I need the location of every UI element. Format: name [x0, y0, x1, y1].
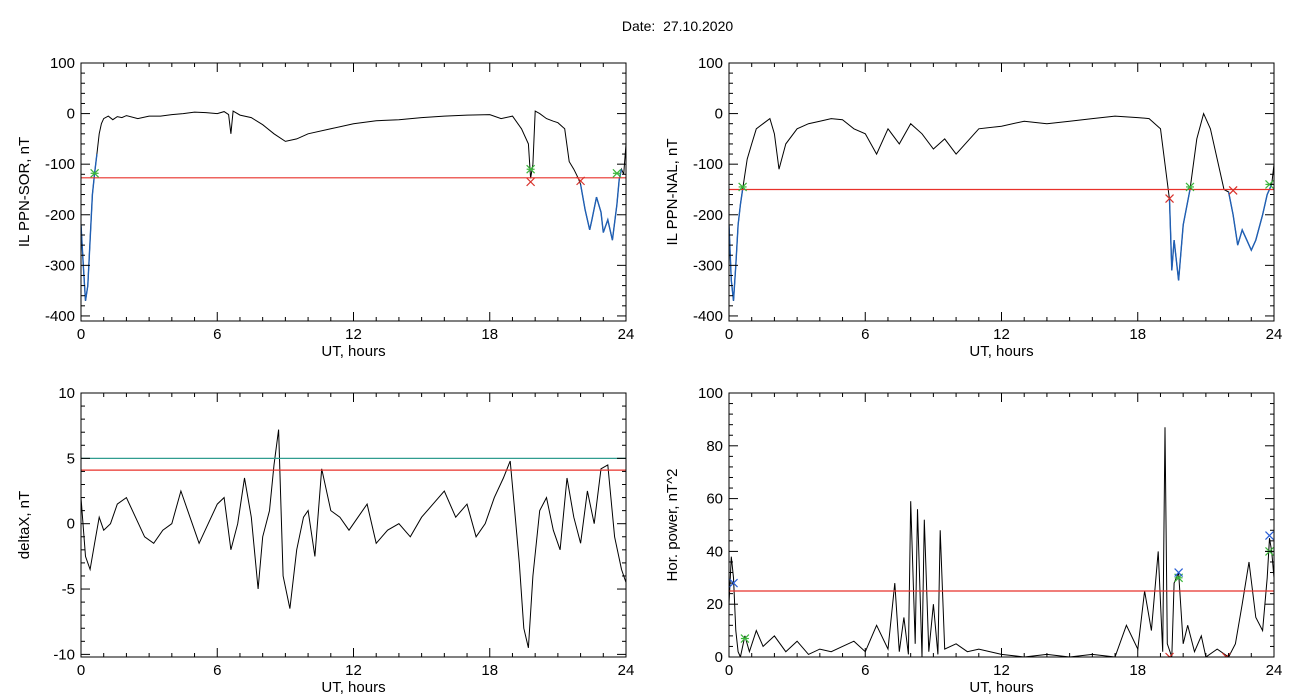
y-axis-label: Hor. power, nT^2 — [664, 469, 681, 582]
y-tick-label: -100 — [45, 156, 75, 173]
series-line — [729, 427, 1274, 657]
x-axis-label: UT, hours — [321, 679, 385, 696]
y-tick-label: 0 — [715, 649, 723, 666]
y-tick-label: 40 — [706, 543, 723, 560]
x-tick-label: 24 — [618, 662, 635, 679]
x-tick-label: 18 — [481, 662, 498, 679]
plot-area — [81, 110, 626, 301]
y-tick-label: 10 — [58, 385, 75, 402]
substorm-segment — [1227, 184, 1273, 252]
y-tick-label: 5 — [67, 450, 75, 467]
marker-red — [1228, 186, 1238, 195]
y-tick-label: 100 — [698, 385, 723, 402]
plot-frame — [80, 62, 627, 322]
x-tick-label: 12 — [993, 662, 1010, 679]
x-tick-label: 12 — [345, 326, 362, 343]
substorm-segment — [81, 154, 98, 301]
series-line — [81, 110, 626, 301]
x-tick-label: 18 — [1129, 326, 1146, 343]
x-tick-label: 0 — [77, 326, 85, 343]
y-tick-label: 0 — [67, 106, 75, 123]
marker-green — [738, 182, 748, 192]
x-tick-label: 24 — [618, 326, 635, 343]
plot-area — [729, 112, 1274, 301]
marker-red — [576, 176, 586, 186]
x-tick-label: 0 — [77, 662, 85, 679]
marker-red — [526, 177, 536, 187]
y-tick-label: 100 — [698, 55, 723, 72]
marker-red — [1165, 194, 1174, 204]
marker-blue — [1265, 531, 1274, 540]
marker-blue — [729, 578, 738, 588]
y-tick-label: -200 — [45, 207, 75, 224]
y-tick-label: 0 — [67, 516, 75, 533]
marker-green — [740, 634, 750, 643]
chart-ppn-nal: 0 6 12 18 24 -400 -300 -200 -100 0 100 UT, hours IL … — [664, 55, 1282, 360]
marker-green — [526, 164, 536, 174]
y-tick-label: -300 — [45, 257, 75, 274]
series-line — [729, 112, 1274, 301]
x-tick-label: 6 — [861, 326, 869, 343]
x-axis-label: UT, hours — [969, 679, 1033, 696]
y-axis-label: IL PPN-SOR, nT — [16, 137, 33, 247]
y-tick-label: -100 — [693, 156, 723, 173]
chart-hor-power: 0 6 12 18 24 0 20 40 60 80 100 UT, hours Hor. power,… — [664, 385, 1282, 696]
y-tick-label: 20 — [706, 596, 723, 613]
x-tick-label: 24 — [1266, 326, 1283, 343]
x-tick-label: 24 — [1266, 662, 1283, 679]
y-tick-label: 100 — [50, 55, 75, 72]
y-tick-label: 0 — [715, 106, 723, 123]
y-tick-label: -10 — [53, 646, 75, 663]
x-tick-label: 0 — [725, 326, 733, 343]
chart-ppn-sor: 0 6 12 18 24 -400 -300 -200 -100 0 100 UT, hours IL … — [16, 55, 634, 360]
y-tick-label: -5 — [62, 581, 75, 598]
marker-blue — [1174, 568, 1184, 577]
x-tick-label: 6 — [861, 662, 869, 679]
substorm-segment — [1168, 189, 1191, 281]
marker-red — [1165, 652, 1174, 657]
y-tick-label: -400 — [693, 308, 723, 325]
x-tick-label: 12 — [993, 326, 1010, 343]
x-axis-label: UT, hours — [321, 343, 385, 360]
y-tick-label: -300 — [693, 257, 723, 274]
substorm-segment — [579, 169, 623, 241]
plot-frame — [728, 392, 1275, 658]
x-tick-label: 18 — [481, 326, 498, 343]
marker-green — [1185, 182, 1195, 192]
page-title: Date: 27.10.2020 — [621, 18, 734, 34]
y-tick-label: -400 — [45, 308, 75, 325]
marker-green — [612, 168, 622, 178]
x-tick-label: 12 — [345, 662, 362, 679]
x-tick-label: 6 — [213, 326, 221, 343]
chart-deltax: 0 6 12 18 24 -10 -5 0 5 10 UT, hours deltaX, nT — [16, 385, 634, 696]
y-axis-label: deltaX, nT — [16, 491, 33, 559]
x-tick-label: 6 — [213, 662, 221, 679]
x-tick-label: 18 — [1129, 662, 1146, 679]
plot-frame — [80, 392, 627, 658]
y-axis-label: IL PPN-NAL, nT — [664, 139, 681, 246]
y-tick-label: 60 — [706, 491, 723, 508]
y-tick-label: -200 — [693, 207, 723, 224]
marker-green — [90, 168, 100, 178]
plot-frame — [728, 62, 1275, 322]
plot-area — [81, 429, 626, 649]
y-tick-label: 80 — [706, 438, 723, 455]
x-tick-label: 0 — [725, 662, 733, 679]
plot-area — [729, 427, 1274, 657]
x-axis-label: UT, hours — [969, 343, 1033, 360]
series-line — [81, 429, 626, 649]
